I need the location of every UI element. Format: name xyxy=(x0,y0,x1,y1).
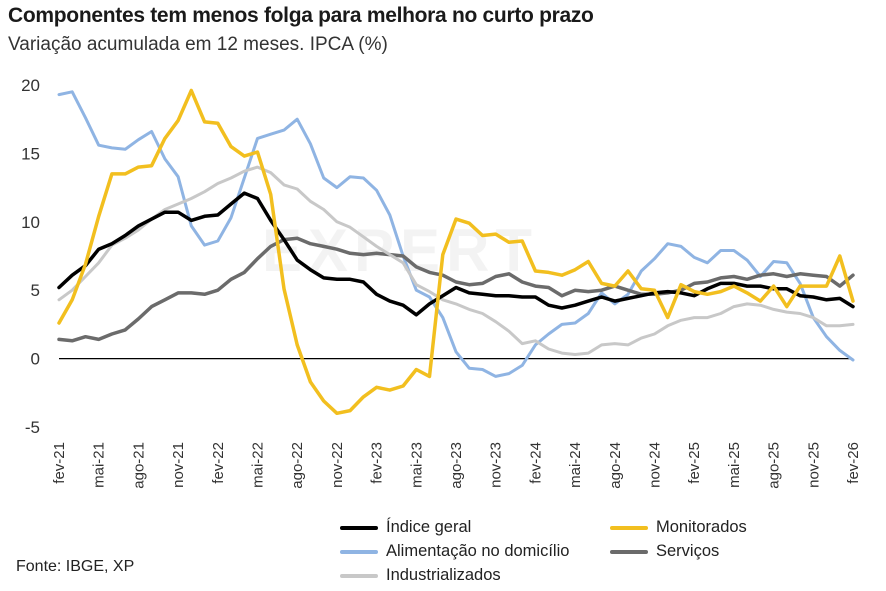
legend-label: Índice geral xyxy=(386,518,472,536)
y-tick-label: 15 xyxy=(21,144,40,163)
y-tick-label: 0 xyxy=(31,350,40,369)
x-tick-label: ago-25 xyxy=(766,442,783,489)
x-tick-label: nov-22 xyxy=(329,442,346,488)
legend-item-alimentacao: Alimentação no domicílio xyxy=(340,542,569,561)
x-tick-label: nov-25 xyxy=(805,442,822,488)
x-tick-label: fev-25 xyxy=(686,442,703,484)
series-line-industrializados xyxy=(57,165,855,356)
x-tick-label: fev-21 xyxy=(51,442,68,484)
watermark: EXPERT xyxy=(262,216,538,285)
x-tick-label: ago-21 xyxy=(130,442,147,489)
series-line-servicos xyxy=(57,236,855,343)
y-tick-label: 10 xyxy=(21,213,40,232)
legend-label: Alimentação no domicílio xyxy=(386,542,570,560)
x-tick-label: mai-23 xyxy=(408,442,425,488)
chart-subtitle: Variação acumulada em 12 meses. IPCA (%) xyxy=(8,34,388,55)
x-tick-label: ago-23 xyxy=(448,442,465,489)
legend-item-monitorados: Monitorados xyxy=(610,518,747,537)
x-tick-label: fev-26 xyxy=(845,442,862,484)
x-tick-label: mai-22 xyxy=(250,442,267,488)
x-tick-label: mai-25 xyxy=(726,442,743,488)
x-tick-label: fev-22 xyxy=(210,442,227,484)
x-tick-label: nov-23 xyxy=(488,442,505,488)
x-tick-label: fev-23 xyxy=(369,442,386,484)
legend-item-indice-geral: Índice geral xyxy=(340,518,471,537)
chart-title: Componentes tem menos folga para melhora… xyxy=(8,4,594,27)
legend-swatch xyxy=(610,549,648,554)
x-tick-label: mai-21 xyxy=(91,442,108,488)
series-line-indice-geral xyxy=(57,191,855,317)
legend-swatch xyxy=(340,525,378,530)
y-tick-label: 5 xyxy=(31,281,40,300)
series-line-alimentacao-no-domicilio xyxy=(57,90,855,378)
y-tick-label: 20 xyxy=(21,76,40,95)
legend-label: Industrializados xyxy=(386,566,501,584)
legend-swatch xyxy=(340,573,378,578)
legend-swatch xyxy=(610,525,648,530)
legend-item-industrializados: Industrializados xyxy=(340,566,501,585)
legend-swatch xyxy=(340,549,378,554)
x-tick-label: mai-24 xyxy=(567,442,584,488)
x-tick-label: nov-24 xyxy=(647,442,664,488)
y-tick-label: -5 xyxy=(25,418,40,437)
x-tick-label: ago-24 xyxy=(607,442,624,489)
legend-item-servicos: Serviços xyxy=(610,542,719,561)
x-tick-label: fev-24 xyxy=(527,442,544,484)
legend-label: Serviços xyxy=(656,542,720,560)
legend-label: Monitorados xyxy=(656,518,747,536)
source-note: Fonte: IBGE, XP xyxy=(16,558,135,575)
series-line-monitorados xyxy=(57,88,855,416)
x-tick-label: ago-22 xyxy=(289,442,306,489)
x-tick-label: nov-21 xyxy=(170,442,187,488)
